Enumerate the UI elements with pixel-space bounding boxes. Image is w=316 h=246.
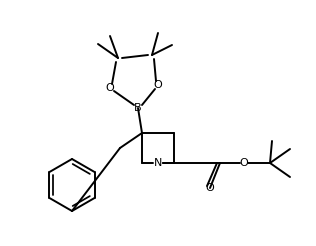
- Text: O: O: [240, 158, 248, 168]
- Text: N: N: [154, 158, 162, 168]
- Text: B: B: [134, 103, 142, 113]
- Text: O: O: [154, 80, 162, 90]
- Text: O: O: [206, 183, 214, 193]
- Text: O: O: [106, 83, 114, 93]
